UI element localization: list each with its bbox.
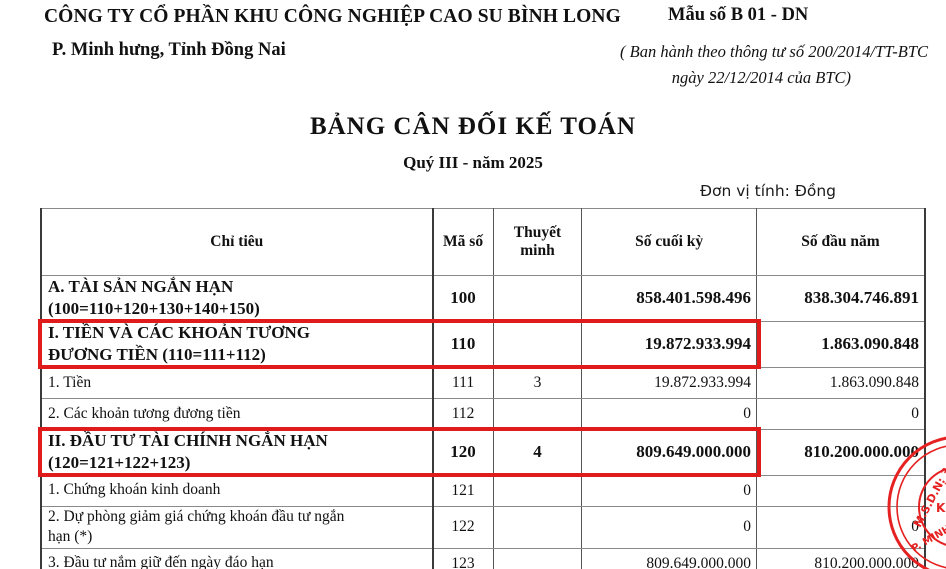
cell-note: [492, 505, 583, 549]
balance-sheet-table: Chỉ tiêu Mã số Thuyết minh Số cuối kỳ Số…: [40, 208, 926, 569]
table-row: 3. Đầu tư nắm giữ đến ngày đáo hạn 123 809…: [40, 547, 926, 569]
table-body: A. TÀI SẢN NGẮN HẠN (100=110+120+130+140+…: [40, 275, 926, 569]
cell-end-period: 0: [581, 474, 757, 507]
cell-indicator: 3. Đầu tư nắm giữ đến ngày đáo hạn: [40, 547, 434, 569]
cell-begin-year: 0: [755, 397, 926, 430]
cell-code: 110: [432, 320, 494, 368]
cell-note: 3: [492, 366, 583, 399]
cell-indicator: 2. Dự phòng giảm giá chứng khoán đầu tư …: [40, 505, 434, 549]
page-title: BẢNG CÂN ĐỐI KẾ TOÁN: [309, 113, 637, 140]
cell-end-period: 809.649.000.000: [581, 547, 757, 569]
cell-code: 123: [432, 547, 494, 569]
cell-indicator: 1. Chứng khoán kinh doanh: [40, 474, 434, 507]
indicator-line-1: A. TÀI SẢN NGẮN HẠN: [48, 277, 234, 296]
cell-end-period: 19.872.933.994: [581, 320, 757, 368]
indicator-line-2: ĐƯƠNG TIỀN (110=111+112): [48, 345, 266, 365]
svg-text:KHU: KHU: [936, 501, 946, 515]
indicator-line-2: hạn (*): [48, 528, 93, 546]
indicator-line-1: 1. Chứng khoán kinh doanh: [48, 481, 221, 499]
document-header: CÔNG TY CỔ PHẦN KHU CÔNG NGHIỆP CAO SU B…: [0, 0, 946, 100]
cell-begin-year: 1.863.090.848: [755, 320, 926, 368]
indicator-line-1: 2. Các khoản tương đương tiền: [48, 404, 241, 422]
cell-note: [492, 397, 583, 430]
column-header-end-period: Số cuối kỳ: [581, 208, 757, 276]
cell-note: [492, 474, 583, 507]
table-header-row: Chỉ tiêu Mã số Thuyết minh Số cuối kỳ Số…: [40, 208, 926, 276]
indicator-line-1: II. ĐẦU TƯ TÀI CHÍNH NGẮN HẠN: [48, 430, 328, 450]
company-address: P. Minh hưng, Tỉnh Đồng Nai: [52, 40, 286, 60]
table-row: II. ĐẦU TƯ TÀI CHÍNH NGẮN HẠN (120=121+12…: [40, 428, 926, 476]
cell-note: [492, 547, 583, 569]
company-name: CÔNG TY CỔ PHẦN KHU CÔNG NGHIỆP CAO SU B…: [44, 6, 621, 27]
cell-end-period: 0: [581, 397, 757, 430]
cell-note: [492, 275, 583, 322]
table-row: I. TIỀN VÀ CÁC KHOẢN TƯƠNG ĐƯƠNG TIỀN (11…: [40, 320, 926, 368]
cell-indicator: I. TIỀN VÀ CÁC KHOẢN TƯƠNG ĐƯƠNG TIỀN (11…: [40, 320, 434, 368]
table-row: 2. Các khoản tương đương tiền 112 0 0: [40, 397, 926, 430]
cell-indicator: A. TÀI SẢN NGẮN HẠN (100=110+120+130+140+…: [40, 275, 434, 322]
column-header-indicator: Chỉ tiêu: [40, 208, 434, 276]
indicator-line-1: 3. Đầu tư nắm giữ đến ngày đáo hạn: [48, 554, 274, 569]
table-row: 2. Dự phòng giảm giá chứng khoán đầu tư …: [40, 505, 926, 549]
cell-indicator: 2. Các khoản tương đương tiền: [40, 397, 434, 430]
indicator-line-2: (100=110+120+130+140+150): [48, 299, 260, 319]
column-header-note-line2: minh: [520, 242, 555, 259]
cell-code: 100: [432, 275, 494, 322]
cell-end-period: 19.872.933.994: [581, 366, 757, 399]
indicator-line-1: I. TIỀN VÀ CÁC KHOẢN TƯƠNG: [48, 322, 310, 342]
cell-indicator: II. ĐẦU TƯ TÀI CHÍNH NGẮN HẠN (120=121+12…: [40, 428, 434, 476]
cell-indicator: 1. Tiền: [40, 366, 434, 399]
indicator-line-1: 1. Tiền: [48, 373, 92, 391]
cell-code: 112: [432, 397, 494, 430]
column-header-begin-year: Số đầu năm: [755, 208, 926, 276]
table-row: 1. Chứng khoán kinh doanh 121 0: [40, 474, 926, 507]
regulation-line-2: ngày 22/12/2014 của BTC): [671, 68, 851, 87]
page-subtitle: Quý III - năm 2025: [403, 153, 543, 172]
column-header-note: Thuyết minh: [492, 208, 583, 276]
table-row: A. TÀI SẢN NGẮN HẠN (100=110+120+130+140+…: [40, 275, 926, 322]
cell-begin-year: 0: [755, 505, 926, 549]
indicator-line-1: 2. Dự phòng giảm giá chứng khoán đầu tư …: [48, 507, 345, 525]
cell-begin-year: 810.200.000.000: [755, 428, 926, 476]
cell-end-period: 0: [581, 505, 757, 549]
table-row: 1. Tiền 111 3 19.872.933.994 1.863.090.848: [40, 366, 926, 399]
column-header-note-line1: Thuyết: [513, 224, 562, 241]
regulation-line-1: ( Ban hành theo thông tư số 200/2014/TT-…: [620, 42, 928, 61]
cell-code: 111: [432, 366, 494, 399]
table-header: Chỉ tiêu Mã số Thuyết minh Số cuối kỳ Số…: [40, 208, 926, 276]
indicator-line-2: (120=121+122+123): [48, 453, 191, 473]
cell-code: 120: [432, 428, 494, 476]
cell-note: 4: [492, 428, 583, 476]
cell-code: 122: [432, 505, 494, 549]
form-number: Mẫu số B 01 - DN: [668, 5, 809, 25]
cell-note: [492, 320, 583, 368]
unit-label: Đơn vị tính: Đồng: [700, 182, 836, 200]
cell-begin-year: 810.200.000.000: [755, 547, 926, 569]
cell-end-period: 858.401.598.496: [581, 275, 757, 322]
cell-end-period: 809.649.000.000: [581, 428, 757, 476]
cell-begin-year: 838.304.746.891: [755, 275, 926, 322]
column-header-code: Mã số: [432, 208, 494, 276]
cell-begin-year: 1.863.090.848: [755, 366, 926, 399]
cell-code: 121: [432, 474, 494, 507]
cell-begin-year: [755, 474, 926, 507]
